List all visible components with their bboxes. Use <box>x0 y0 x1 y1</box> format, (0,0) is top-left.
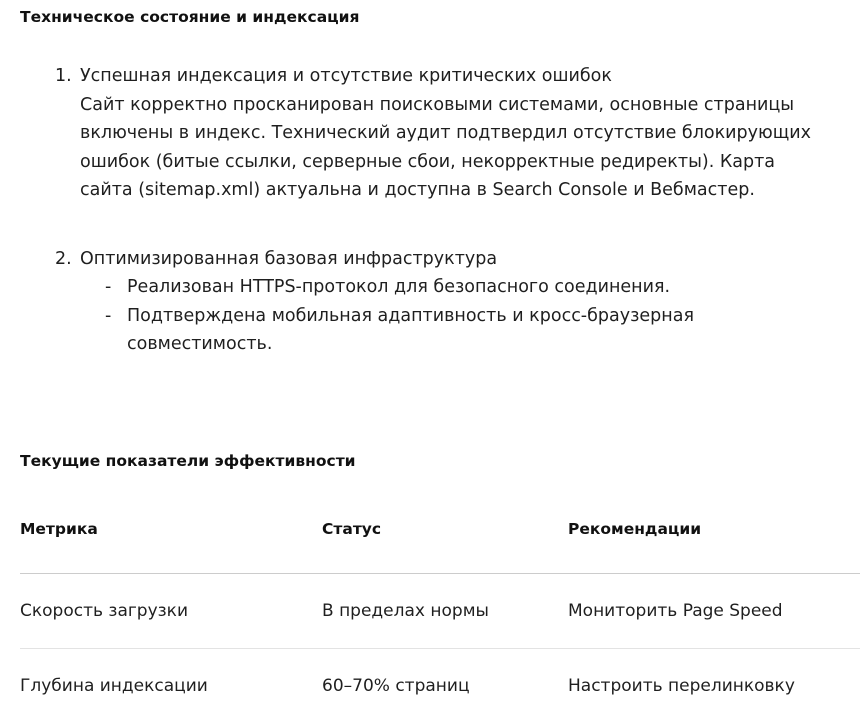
ordered-list: 1. Успешная индексация и отсутствие крит… <box>55 62 815 359</box>
column-header-recommendations: Рекомендации <box>568 505 860 574</box>
column-header-metric: Метрика <box>20 505 322 574</box>
list-item-title: Успешная индексация и отсутствие критиче… <box>80 62 815 91</box>
bullet-list: -Реализован HTTPS-протокол для безопасно… <box>80 273 815 359</box>
list-item: 2. Оптимизированная базовая инфраструкту… <box>55 245 815 359</box>
list-item: 1. Успешная индексация и отсутствие крит… <box>55 62 815 205</box>
bullet-item: -Подтверждена мобильная адаптивность и к… <box>105 302 815 359</box>
column-header-status: Статус <box>322 505 568 574</box>
list-number: 2. <box>55 245 80 359</box>
table-row: Глубина индексации 60–70% страниц Настро… <box>20 649 860 723</box>
bullet-item: -Реализован HTTPS-протокол для безопасно… <box>105 273 815 302</box>
list-item-title: Оптимизированная базовая инфраструктура <box>80 245 815 274</box>
table-header-row: Метрика Статус Рекомендации <box>20 505 860 574</box>
list-item-text: Сайт корректно просканирован поисковыми … <box>80 91 815 205</box>
table-cell: Скорость загрузки <box>20 574 322 649</box>
table-row: Скорость загрузки В пределах нормы Монит… <box>20 574 860 649</box>
table-cell: Настроить перелинковку <box>568 649 860 723</box>
table-cell: 60–70% страниц <box>322 649 568 723</box>
metrics-table: Метрика Статус Рекомендации Скорость заг… <box>20 505 860 723</box>
table-cell: В пределах нормы <box>322 574 568 649</box>
table-cell: Мониторить Page Speed <box>568 574 860 649</box>
section-heading-technical: Техническое состояние и индексация <box>20 8 360 26</box>
list-number: 1. <box>55 62 80 205</box>
table-cell: Глубина индексации <box>20 649 322 723</box>
section-heading-performance: Текущие показатели эффективности <box>20 452 356 470</box>
